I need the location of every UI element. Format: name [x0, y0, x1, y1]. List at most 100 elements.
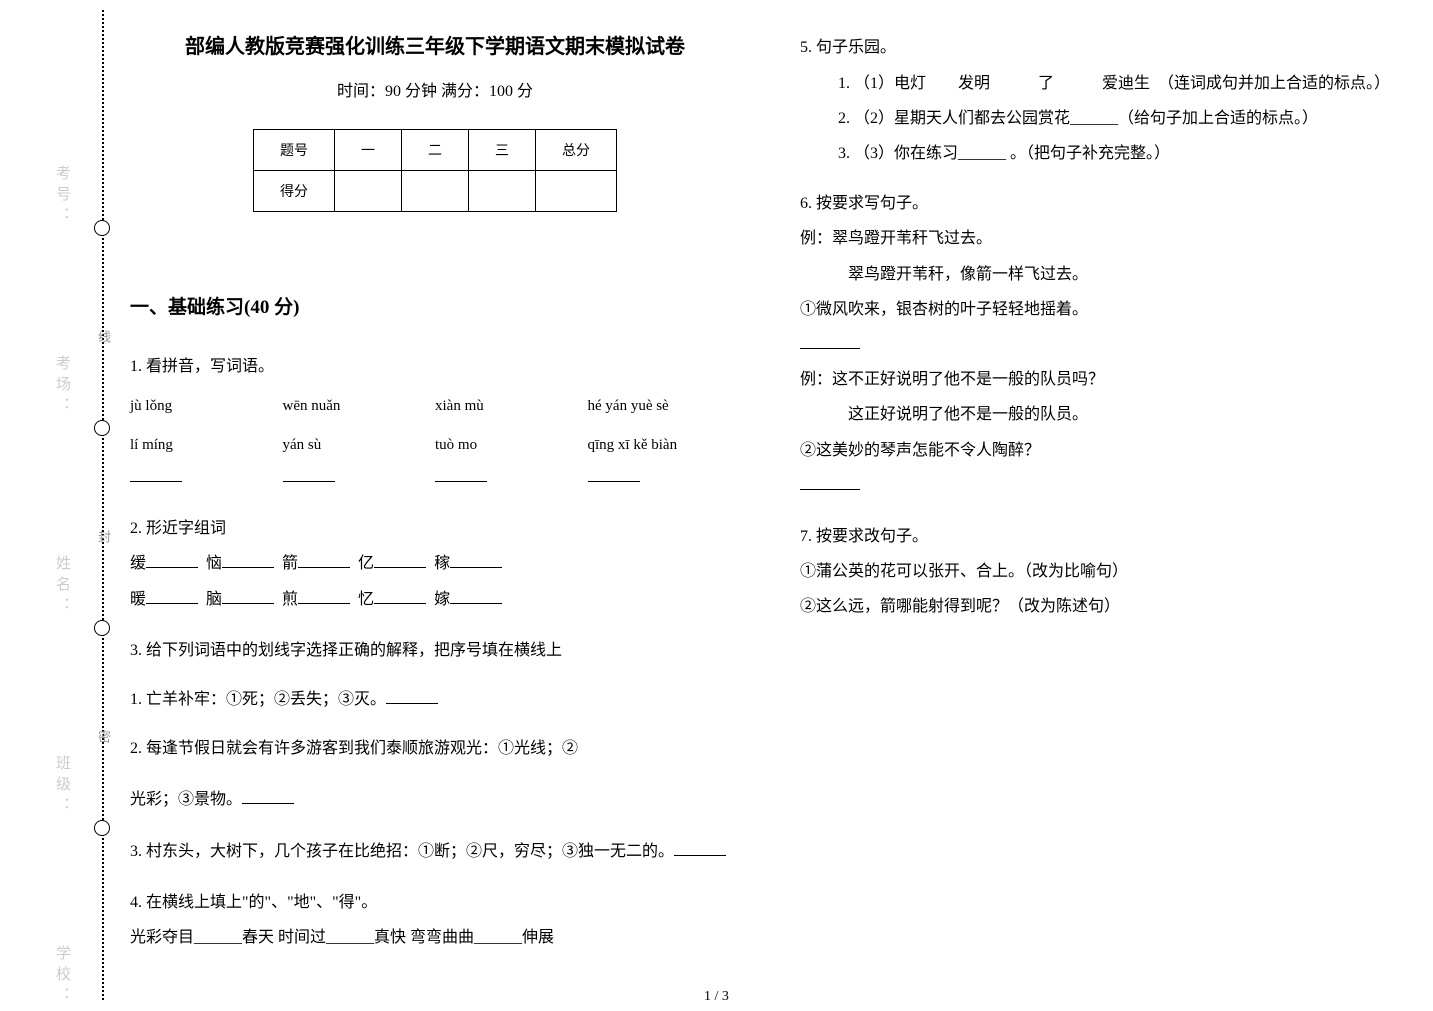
q3-item1: 1. 亡羊补牢：①死；②丢失；③灭。 — [130, 682, 740, 717]
table-cell: 一 — [335, 130, 402, 171]
q3-item2a: 2. 每逢节假日就会有许多游客到我们泰顺旅游观光：①光线；② — [130, 731, 740, 766]
q6: 6. 按要求写句子。 例：翠鸟蹬开苇秆飞过去。 翠鸟蹬开苇秆，像箭一样飞过去。 … — [800, 186, 1410, 503]
q4-line: 光彩夺目______春天 时间过______真快 弯弯曲曲______伸展 — [130, 920, 740, 955]
binding-circle — [94, 420, 110, 436]
table-row: 题号 一 二 三 总分 — [254, 130, 617, 171]
char: 煎 — [282, 591, 298, 608]
char: 忆 — [358, 591, 374, 608]
list-item: （2）星期天人们都去公园赏花______（给句子加上合适的标点。） — [854, 103, 1410, 135]
blank — [588, 467, 640, 482]
pinyin-text: qīng xī kě biàn — [588, 437, 678, 453]
q5: 5. 句子乐园。 （1）电灯 发明 了 爱迪生 （连词成句并加上合适的标点。） … — [800, 30, 1410, 170]
q6-p1: ①微风吹来，银杏树的叶子轻轻地摇着。 — [800, 292, 1410, 327]
char: 恼 — [206, 555, 222, 572]
blank — [146, 552, 198, 568]
section-1-heading: 一、基础练习(40 分) — [130, 292, 740, 319]
table-cell — [402, 171, 469, 212]
q6-ex1a: 例：翠鸟蹬开苇秆飞过去。 — [800, 221, 1410, 256]
blank — [242, 788, 294, 804]
q1: 1. 看拼音，写词语。 jù lǒng wēn nuǎn xiàn mù hé … — [130, 349, 740, 495]
side-seal-text: 封 — [94, 530, 113, 543]
side-label-class: 班级： — [52, 755, 73, 818]
pinyin-row: lí míng yán sù tuò mo qīng xī kě biàn — [130, 429, 740, 495]
q6-ex2b: 这正好说明了他不是一般的队员。 — [800, 397, 1410, 432]
exam-title: 部编人教版竞赛强化训练三年级下学期语文期末模拟试卷 — [130, 30, 740, 59]
table-cell: 总分 — [536, 130, 617, 171]
q2-line1: 缓 恼 箭 亿 稼 — [130, 546, 740, 581]
q7-p2: ②这么远，箭哪能射得到呢？（改为陈述句） — [800, 589, 1410, 624]
q2-stem: 2. 形近字组词 — [130, 511, 740, 546]
pinyin: xiàn mù — [435, 390, 588, 423]
table-cell: 二 — [402, 130, 469, 171]
pinyin-row: jù lǒng wēn nuǎn xiàn mù hé yán yuè sè — [130, 390, 740, 423]
q5-list: （1）电灯 发明 了 爱迪生 （连词成句并加上合适的标点。） （2）星期天人们都… — [854, 68, 1410, 170]
q7-p1: ①蒲公英的花可以张开、合上。（改为比喻句） — [800, 554, 1410, 589]
page-content: 部编人教版竞赛强化训练三年级下学期语文期末模拟试卷 时间：90 分钟 满分：10… — [130, 30, 1410, 1000]
q3-stem: 3. 给下列词语中的划线字选择正确的解释，把序号填在横线上 — [130, 633, 740, 668]
table-cell: 三 — [469, 130, 536, 171]
score-table: 题号 一 二 三 总分 得分 — [253, 129, 617, 212]
table-row: 得分 — [254, 171, 617, 212]
blank — [222, 588, 274, 604]
char: 亿 — [358, 555, 374, 572]
char: 稼 — [434, 555, 450, 572]
q1-stem: 1. 看拼音，写词语。 — [130, 349, 740, 384]
blank — [450, 588, 502, 604]
q4-stem: 4. 在横线上填上"的"、"地"、"得"。 — [130, 885, 740, 920]
text: 3. 村东头，大树下，几个孩子在比绝招：①断；②尺，穷尽；③独一无二的。 — [130, 843, 674, 860]
q3-item3: 3. 村东头，大树下，几个孩子在比绝招：①断；②尺，穷尽；③独一无二的。 — [130, 834, 740, 869]
q3: 3. 给下列词语中的划线字选择正确的解释，把序号填在横线上 1. 亡羊补牢：①死… — [130, 633, 740, 767]
blank — [374, 552, 426, 568]
text: 1. 亡羊补牢：①死；②丢失；③灭。 — [130, 691, 386, 708]
blank — [386, 688, 438, 704]
q5-stem: 5. 句子乐园。 — [800, 30, 1410, 65]
side-label-examroom: 考场： — [52, 355, 73, 418]
binding-dotted-line — [102, 10, 104, 1000]
blank — [298, 588, 350, 604]
blank-line — [800, 468, 1410, 503]
pinyin-text: lí míng — [130, 437, 173, 453]
pinyin: yán sù — [283, 429, 436, 495]
blank — [435, 467, 487, 482]
char: 脑 — [206, 591, 222, 608]
pinyin-text: yán sù — [283, 437, 322, 453]
page-number: 1 / 3 — [0, 989, 1433, 1005]
blank — [146, 588, 198, 604]
exam-time-score: 时间：90 分钟 满分：100 分 — [130, 77, 740, 101]
table-cell — [469, 171, 536, 212]
blank-line — [800, 327, 1410, 362]
pinyin: tuò mo — [435, 429, 588, 495]
pinyin: wēn nuǎn — [283, 390, 436, 423]
blank — [800, 474, 860, 490]
blank — [298, 552, 350, 568]
char: 嫁 — [434, 591, 450, 608]
table-cell: 得分 — [254, 171, 335, 212]
list-item: （3）你在练习______ 。（把句子补充完整。） — [854, 138, 1410, 170]
q2-line2: 暖 脑 煎 忆 嫁 — [130, 582, 740, 617]
pinyin: qīng xī kě biàn — [588, 429, 741, 495]
q2: 2. 形近字组词 缓 恼 箭 亿 稼 暖 脑 煎 忆 嫁 — [130, 511, 740, 617]
table-cell — [536, 171, 617, 212]
q6-p2: ②这美妙的琴声怎能不令人陶醉？ — [800, 433, 1410, 468]
side-label-examno: 考号： — [52, 165, 73, 228]
pinyin: hé yán yuè sè — [588, 390, 741, 423]
blank — [130, 467, 182, 482]
blank — [374, 588, 426, 604]
q7: 7. 按要求改句子。 ①蒲公英的花可以张开、合上。（改为比喻句） ②这么远，箭哪… — [800, 519, 1410, 625]
char: 缓 — [130, 555, 146, 572]
blank — [450, 552, 502, 568]
table-cell: 题号 — [254, 130, 335, 171]
blank — [222, 552, 274, 568]
binding-circle — [94, 220, 110, 236]
pinyin: jù lǒng — [130, 390, 283, 423]
side-seal-text: 密 — [94, 730, 113, 743]
blank — [674, 840, 726, 856]
table-cell — [335, 171, 402, 212]
char: 箭 — [282, 555, 298, 572]
list-item: （1）电灯 发明 了 爱迪生 （连词成句并加上合适的标点。） — [854, 68, 1410, 100]
side-label-name: 姓名： — [52, 555, 73, 618]
q6-stem: 6. 按要求写句子。 — [800, 186, 1410, 221]
char: 暖 — [130, 591, 146, 608]
q3-item2b: 光彩；③景物。 — [130, 782, 740, 817]
binding-circle — [94, 820, 110, 836]
